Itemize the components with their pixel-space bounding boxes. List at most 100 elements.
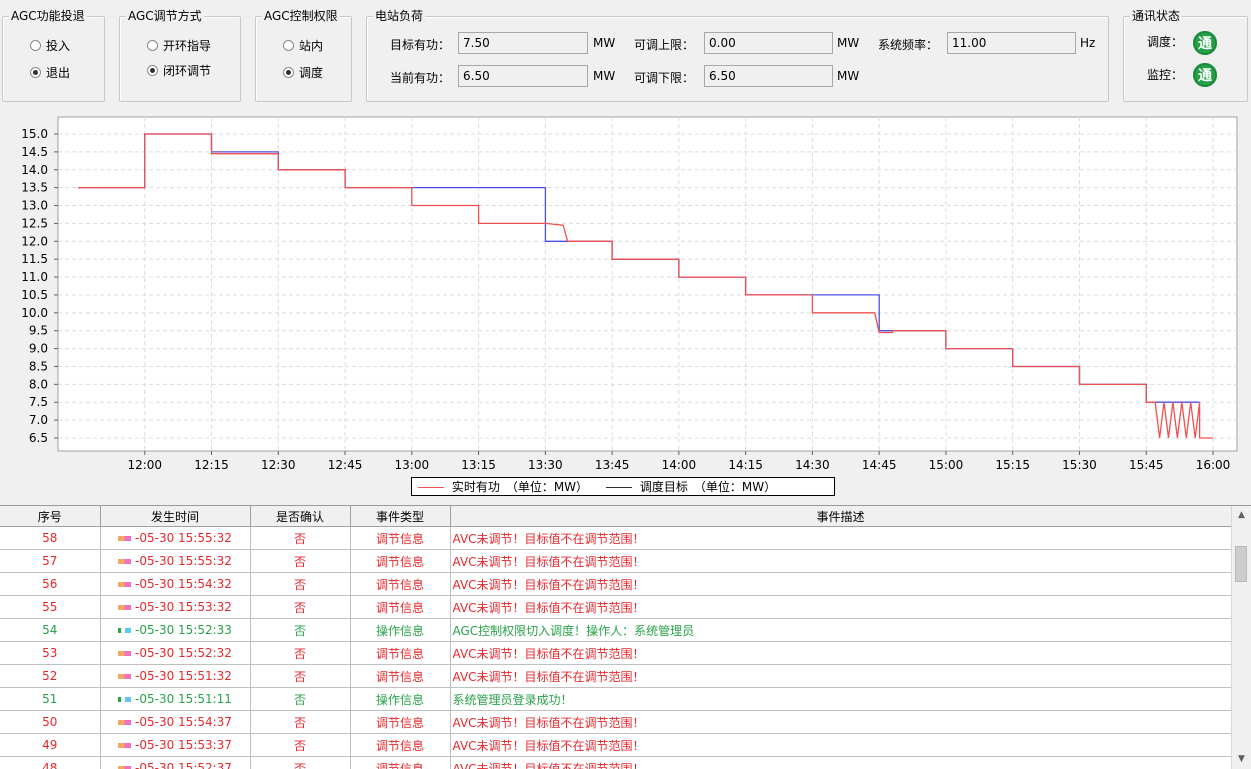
redacted-year-mark [118,743,131,748]
cell-time-text: -05-30 15:52:33 [135,623,232,637]
cell-desc: AVC未调节！目标值不在调节范围！ [450,596,1231,619]
cell-desc: AVC未调节！目标值不在调节范围！ [450,665,1231,688]
plot-area [58,117,1237,451]
x-tick-label: 14:00 [662,458,697,472]
lower-limit-field: 6.50 [704,65,833,87]
y-tick-label: 8.0 [29,377,48,391]
col-header-no[interactable]: 序号 [0,506,100,527]
target-active-field: 7.50 [458,32,588,54]
y-tick-label: 11.0 [21,270,48,284]
radio-agc-enable-on[interactable]: 投入 [30,37,70,54]
cell-desc: AGC控制权限切入调度！操作人：系统管理员 [450,619,1231,642]
dispatch-comm-ok-icon: 通 [1193,31,1217,55]
radio-closed-loop[interactable]: 闭环调节 [147,62,211,79]
col-header-time[interactable]: 发生时间 [100,506,250,527]
cell-time: -05-30 15:54:37 [100,711,250,734]
cell-desc: AVC未调节！目标值不在调节范围！ [450,527,1231,550]
cell-confirm: 否 [250,550,350,573]
monitor-comm-label: 监控： [1147,66,1183,83]
cell-desc: AVC未调节！目标值不在调节范围！ [450,711,1231,734]
col-header-confirm[interactable]: 是否确认 [250,506,350,527]
y-tick-label: 13.0 [21,199,48,213]
y-tick-label: 9.0 [29,342,48,356]
legend-label-target: 调度目标 （单位：MW） [640,480,776,494]
cell-confirm: 否 [250,573,350,596]
col-header-type[interactable]: 事件类型 [350,506,450,527]
monitor-comm-ok-icon: 通 [1193,63,1217,87]
radio-dispatch[interactable]: 调度 [283,64,323,81]
radio-checked-icon [283,67,294,78]
cell-confirm: 否 [250,642,350,665]
radio-agc-enable-off[interactable]: 退出 [30,64,70,81]
x-tick-label: 15:15 [995,458,1030,472]
col-header-desc[interactable]: 事件描述 [450,506,1231,527]
cell-no: 58 [0,527,100,550]
scroll-down-arrow-icon[interactable]: ▼ [1234,752,1249,767]
x-tick-label: 13:45 [595,458,630,472]
cell-confirm: 否 [250,711,350,734]
cell-type: 调节信息 [350,527,450,550]
cell-no: 57 [0,550,100,573]
agc-mode-group: AGC调节方式 开环指导 闭环调节 [119,16,241,102]
cell-confirm: 否 [250,688,350,711]
redacted-year-mark [118,559,131,564]
radio-open-loop[interactable]: 开环指导 [147,37,211,54]
cell-time: -05-30 15:51:32 [100,665,250,688]
x-tick-label: 13:30 [528,458,563,472]
dispatch-comm-label: 调度： [1147,33,1183,50]
cell-type: 调节信息 [350,757,450,769]
x-tick-label: 15:00 [929,458,964,472]
x-tick-label: 13:15 [461,458,496,472]
table-scrollbar[interactable]: ▲ ▼ [1231,506,1251,769]
y-tick-label: 10.5 [21,288,48,302]
redacted-year-mark [118,720,131,725]
unit-label: MW [593,36,615,50]
cell-desc: AVC未调节！目标值不在调节范围！ [450,573,1231,596]
scroll-up-arrow-icon[interactable]: ▲ [1234,508,1249,523]
y-tick-label: 13.5 [21,181,48,195]
agc-enable-title: AGC功能投退 [9,9,87,24]
agc-authority-group: AGC控制权限 站内 调度 [255,16,352,102]
y-tick-label: 14.0 [21,163,48,177]
table-header-row: 序号 发生时间 是否确认 事件类型 事件描述 [0,506,1231,527]
legend-item-actual: 实时有功 （单位：MW） [418,478,588,495]
redacted-year-mark [118,674,131,679]
cell-no: 48 [0,757,100,769]
y-tick-label: 10.0 [21,306,48,320]
y-tick-label: 12.0 [21,234,48,248]
comm-status-title: 通讯状态 [1130,9,1182,24]
redacted-year-mark [118,651,131,656]
cell-confirm: 否 [250,665,350,688]
cell-time: -05-30 15:51:11 [100,688,250,711]
radio-station[interactable]: 站内 [283,37,323,54]
cell-confirm: 否 [250,734,350,757]
cell-type: 调节信息 [350,734,450,757]
legend-label-actual: 实时有功 （单位：MW） [452,480,588,494]
cell-no: 51 [0,688,100,711]
agc-mode-title: AGC调节方式 [126,9,204,24]
cell-type: 调节信息 [350,642,450,665]
radio-checked-icon [147,65,158,76]
scroll-thumb[interactable] [1235,546,1247,582]
legend-swatch-actual [418,487,444,488]
cell-time: -05-30 15:52:32 [100,642,250,665]
cell-confirm: 否 [250,527,350,550]
y-tick-label: 14.5 [21,145,48,159]
cell-type: 调节信息 [350,711,450,734]
legend-item-target: 调度目标 （单位：MW） [606,478,776,495]
cell-time-text: -05-30 15:52:32 [135,646,232,660]
unit-label: MW [593,69,615,83]
current-active-label: 当前有功： [390,69,450,86]
